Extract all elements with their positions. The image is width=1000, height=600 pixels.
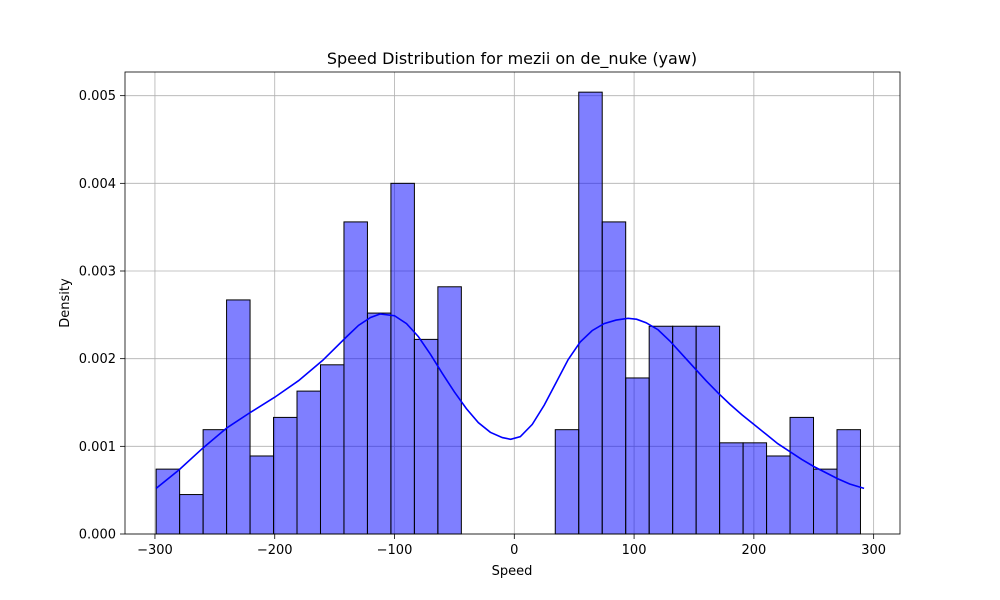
- chart-title: Speed Distribution for mezii on de_nuke …: [327, 49, 697, 69]
- histogram-bar: [766, 455, 791, 535]
- y-tick-label: 0.002: [79, 352, 116, 367]
- histogram-bar: [226, 299, 251, 535]
- histogram-bar: [742, 442, 768, 535]
- histogram-bar: [273, 416, 298, 535]
- histogram-bar: [319, 364, 345, 535]
- x-axis-label: Speed: [492, 564, 533, 579]
- histogram-bar: [413, 338, 439, 535]
- y-axis-label: Density: [58, 278, 73, 328]
- histogram-bar: [179, 494, 204, 535]
- histogram-bar: [836, 429, 861, 535]
- histogram-bar: [366, 312, 392, 535]
- histogram-bar: [648, 325, 674, 535]
- y-tick-label: 0.000: [79, 528, 116, 543]
- histogram-bar: [719, 442, 744, 535]
- x-tick-label: 200: [741, 543, 766, 558]
- histogram-bar: [625, 377, 650, 535]
- histogram-bar: [789, 416, 815, 535]
- histogram-bar: [343, 221, 368, 535]
- histogram-bar: [554, 429, 580, 535]
- histogram-bar: [578, 91, 603, 535]
- y-axis-ticks: 0.000 0.001 0.002 0.003 0.004 0.005: [79, 89, 125, 543]
- histogram-bar: [249, 455, 275, 535]
- x-axis-ticks: −300 −200 −100 0 100 200 300: [137, 534, 886, 558]
- histogram-bar: [601, 221, 627, 535]
- y-tick-label: 0.003: [79, 265, 116, 280]
- plot-area-frame: [124, 71, 901, 535]
- x-tick-label: 100: [622, 543, 647, 558]
- x-tick-label: −100: [377, 543, 413, 558]
- histogram-bar: [695, 325, 721, 535]
- histogram-bar: [296, 390, 321, 535]
- x-tick-label: 300: [861, 543, 886, 558]
- y-tick-label: 0.001: [79, 440, 116, 455]
- x-tick-label: −300: [137, 543, 173, 558]
- histogram-bar: [390, 182, 415, 535]
- x-tick-label: 0: [510, 543, 518, 558]
- kde-density-curve: [155, 313, 865, 490]
- histogram-bar: [813, 468, 838, 535]
- y-tick-label: 0.004: [79, 177, 116, 192]
- x-tick-label: −200: [257, 543, 293, 558]
- y-tick-label: 0.005: [79, 89, 116, 104]
- histogram-bar: [437, 286, 462, 535]
- histogram-bars: [155, 91, 861, 535]
